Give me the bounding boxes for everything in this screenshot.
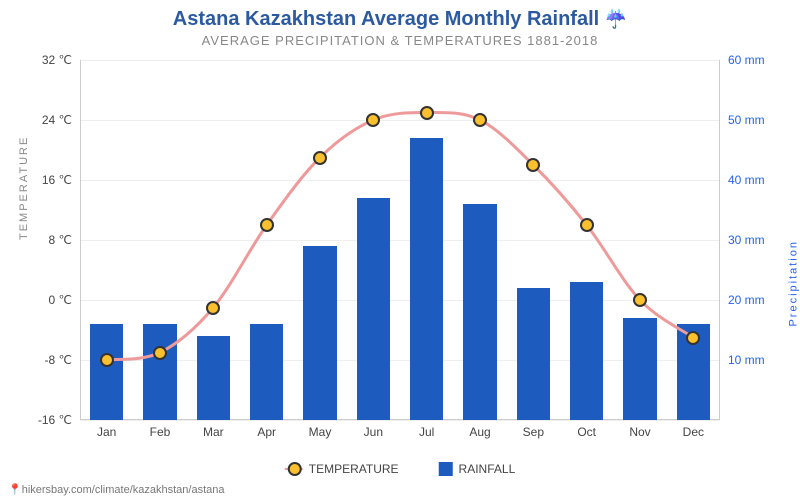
temperature-marker: [420, 106, 434, 120]
x-tick-label: Dec: [683, 425, 704, 439]
left-tick-label: -16 ℃: [12, 413, 72, 427]
left-tick-label: 8 ℃: [12, 233, 72, 247]
legend-temperature: TEMPERATURE: [285, 462, 399, 476]
x-tick-label: Mar: [203, 425, 224, 439]
plot-area: -16 ℃-8 ℃0 ℃8 ℃16 ℃24 ℃32 ℃ 10 mm20 mm30…: [80, 60, 720, 420]
legend-rainfall-label: RAINFALL: [459, 462, 516, 476]
temperature-marker: [633, 293, 647, 307]
x-tick-label: Apr: [257, 425, 276, 439]
temperature-marker: [526, 158, 540, 172]
x-tick-label: Jan: [97, 425, 116, 439]
temperature-marker: [366, 113, 380, 127]
temperature-line: [80, 60, 720, 420]
temperature-marker: [313, 151, 327, 165]
grid-line: [80, 420, 720, 421]
left-tick-label: 24 ℃: [12, 113, 72, 127]
legend-temperature-label: TEMPERATURE: [309, 462, 399, 476]
x-tick-label: Feb: [150, 425, 171, 439]
temperature-path: [107, 112, 694, 360]
legend-square-icon: [439, 462, 453, 476]
right-tick-label: 50 mm: [728, 113, 788, 127]
legend-rainfall: RAINFALL: [439, 462, 516, 476]
x-tick-label: May: [309, 425, 332, 439]
right-tick-label: 10 mm: [728, 353, 788, 367]
legend: TEMPERATURE RAINFALL: [285, 462, 516, 476]
temperature-marker: [260, 218, 274, 232]
left-axis-label: TEMPERATURE: [18, 136, 30, 240]
left-tick-label: -8 ℃: [12, 353, 72, 367]
right-axis-label: Precipitation: [788, 240, 800, 327]
right-tick-label: 30 mm: [728, 233, 788, 247]
x-tick-label: Nov: [629, 425, 650, 439]
left-tick-label: 16 ℃: [12, 173, 72, 187]
x-tick-label: Aug: [469, 425, 490, 439]
x-tick-label: Oct: [577, 425, 596, 439]
temperature-marker: [580, 218, 594, 232]
x-tick-label: Jun: [364, 425, 383, 439]
temperature-marker: [153, 346, 167, 360]
left-tick-label: 32 ℃: [12, 53, 72, 67]
source-footer: 📍hikersbay.com/climate/kazakhstan/astana: [8, 483, 224, 496]
chart-container: Astana Kazakhstan Average Monthly Rainfa…: [0, 0, 800, 500]
title-text: Astana Kazakhstan Average Monthly Rainfa…: [173, 8, 599, 30]
source-url: hikersbay.com/climate/kazakhstan/astana: [22, 484, 225, 496]
right-tick-label: 60 mm: [728, 53, 788, 67]
temperature-marker: [100, 353, 114, 367]
chart-subtitle: AVERAGE PRECIPITATION & TEMPERATURES 188…: [0, 33, 800, 48]
pin-icon: 📍: [8, 484, 22, 496]
left-tick-label: 0 ℃: [12, 293, 72, 307]
right-tick-label: 20 mm: [728, 293, 788, 307]
x-tick-label: Jul: [419, 425, 434, 439]
right-tick-label: 40 mm: [728, 173, 788, 187]
temperature-marker: [473, 113, 487, 127]
temperature-marker: [206, 301, 220, 315]
chart-title: Astana Kazakhstan Average Monthly Rainfa…: [0, 0, 800, 31]
x-tick-label: Sep: [523, 425, 544, 439]
temperature-marker: [686, 331, 700, 345]
umbrella-icon: ☔: [605, 9, 627, 29]
